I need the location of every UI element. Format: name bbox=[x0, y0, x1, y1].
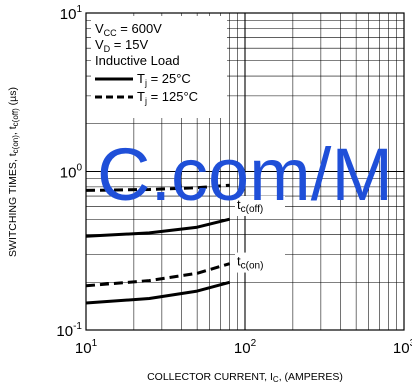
x-tick-label: 103 bbox=[393, 338, 412, 357]
y-tick-label: 100 bbox=[60, 163, 83, 182]
series-line-coff-solid bbox=[85, 217, 230, 238]
y-tick-label: 10-1 bbox=[56, 321, 82, 340]
series bbox=[85, 183, 231, 305]
curve-annotation: tc(on) bbox=[237, 254, 263, 272]
y-tick-label: 101 bbox=[60, 4, 83, 23]
axis-ticks: 101 102 103 10-1 100 101 bbox=[56, 4, 412, 357]
series-line-coff-dashed bbox=[85, 183, 230, 192]
annotation-background bbox=[235, 195, 285, 216]
annotations: tc(off) tc(on) bbox=[235, 195, 285, 273]
legend-condition: VD = 15V bbox=[95, 37, 148, 54]
legend-condition: VCC = 600V bbox=[95, 21, 162, 38]
watermark-text: C.com/M bbox=[97, 133, 393, 216]
curve-annotation: tc(off) bbox=[237, 197, 263, 215]
annotation-background bbox=[235, 252, 285, 273]
series-line-con-solid bbox=[85, 280, 230, 305]
plot-frame bbox=[85, 12, 405, 331]
y-axis-title: SWITCHING TIMES, tc(on), tc(off) (µs) bbox=[7, 87, 20, 257]
legend-entry-label: Tj = 125°C bbox=[137, 89, 198, 106]
series-line-con-dashed bbox=[85, 262, 231, 288]
x-axis-title: COLLECTOR CURRENT, IC, (AMPERES) bbox=[147, 371, 343, 384]
legend-background bbox=[91, 16, 227, 118]
x-tick-label: 102 bbox=[234, 338, 257, 357]
legend-condition: Inductive Load bbox=[95, 53, 180, 68]
x-tick-label: 101 bbox=[75, 338, 98, 357]
legend-entry-label: Tj = 25°C bbox=[137, 71, 191, 88]
